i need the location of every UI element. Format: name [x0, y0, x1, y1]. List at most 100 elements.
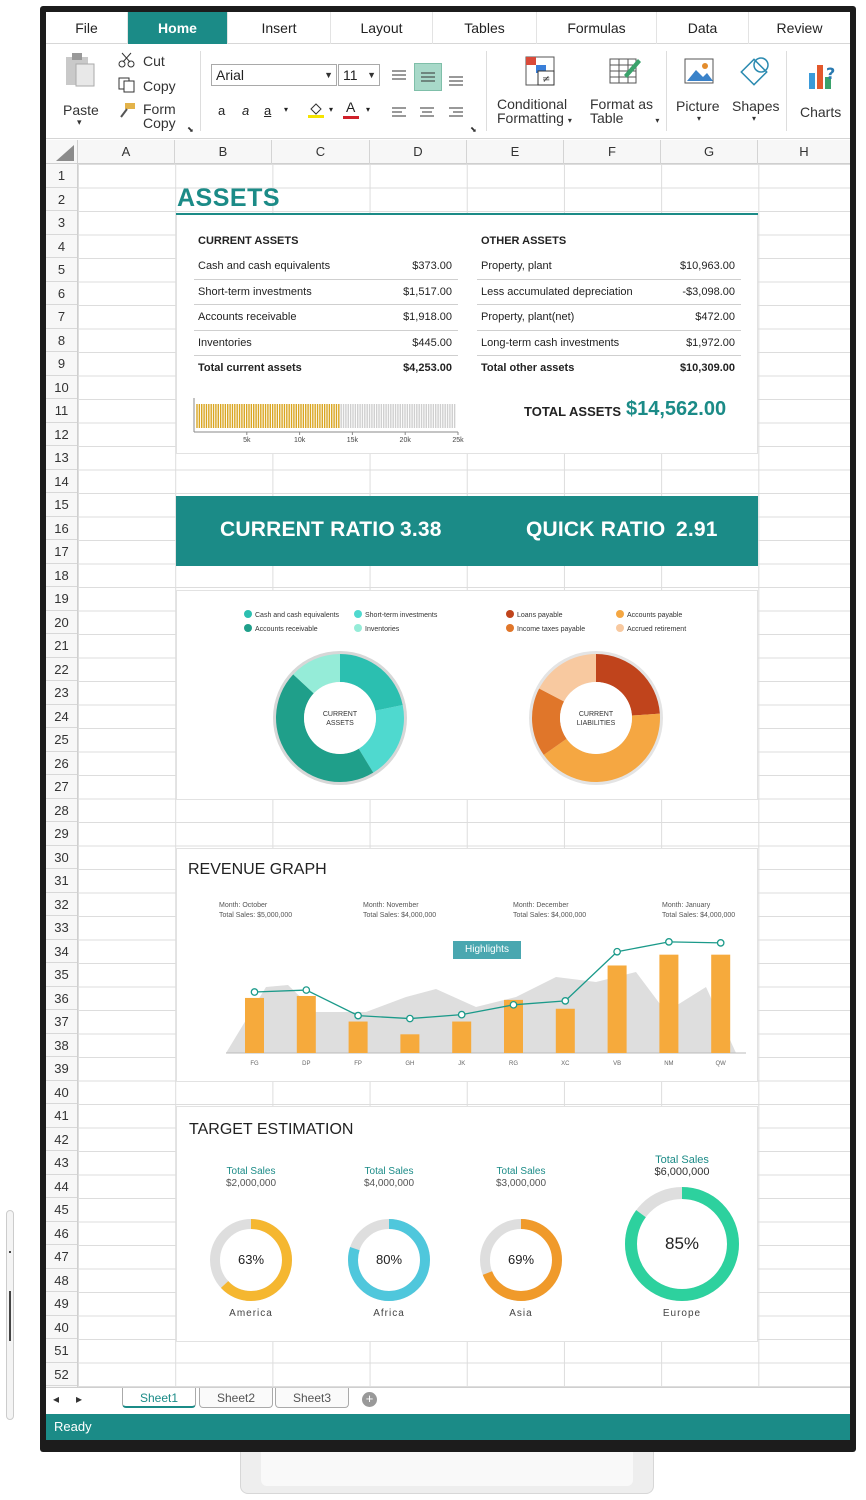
row-header[interactable]: 5 [46, 258, 77, 282]
align-left-icon[interactable] [391, 106, 407, 118]
tab-layout[interactable]: Layout [331, 12, 433, 44]
other-assets-total-row[interactable]: Total other assets $10,309.00 [477, 356, 741, 382]
row-header[interactable]: 13 [46, 446, 77, 470]
align-middle-button[interactable] [414, 63, 442, 91]
column-header-g[interactable]: G [661, 140, 758, 164]
row-header[interactable]: 8 [46, 329, 77, 352]
row-header[interactable]: 22 [46, 658, 77, 681]
column-header-a[interactable]: A [78, 140, 175, 164]
format-as-table-button[interactable]: Format as Table ▾ [590, 97, 659, 128]
select-all-corner[interactable] [46, 140, 78, 164]
row-header[interactable]: 14 [46, 470, 77, 493]
row-header[interactable]: 46 [46, 1222, 77, 1245]
row-header[interactable]: 48 [46, 1269, 77, 1292]
prev-sheet-icon[interactable]: ◂ [53, 1392, 60, 1406]
row-header[interactable]: 30 [46, 846, 77, 869]
row-header[interactable]: 49 [46, 1292, 77, 1316]
tab-file[interactable]: File [46, 12, 128, 44]
shapes-button[interactable]: Shapes [732, 98, 780, 114]
row-header[interactable]: 32 [46, 893, 77, 916]
row-header[interactable]: 34 [46, 940, 77, 963]
paste-dropdown-icon[interactable]: ▾ [77, 117, 82, 127]
sheet-tab-1[interactable]: Sheet1 [122, 1388, 196, 1408]
column-header-d[interactable]: D [370, 140, 467, 164]
align-right-icon[interactable] [448, 106, 464, 118]
row-header[interactable]: 37 [46, 1010, 77, 1034]
column-header-e[interactable]: E [467, 140, 564, 164]
cut-button[interactable]: Cut [143, 53, 165, 69]
row-header[interactable]: 36 [46, 987, 77, 1010]
font-size-select[interactable]: 11 ▼ [338, 64, 380, 86]
row-header[interactable]: 9 [46, 352, 77, 376]
current-assets-total-row[interactable]: Total current assets $4,253.00 [194, 356, 458, 382]
column-header-c[interactable]: C [272, 140, 370, 164]
italic-button[interactable]: a [242, 103, 250, 118]
current-asset-row[interactable]: Inventories $445.00 [194, 331, 458, 357]
row-header[interactable]: 21 [46, 634, 77, 658]
row-header[interactable]: 43 [46, 1151, 77, 1175]
chevron-down-icon[interactable]: ▾ [697, 114, 702, 123]
row-header[interactable]: 19 [46, 587, 77, 611]
font-name-select[interactable]: Arial ▼ [211, 64, 337, 86]
row-header[interactable]: 16 [46, 517, 77, 540]
row-header[interactable]: 11 [46, 399, 77, 423]
copy-button[interactable]: Copy [143, 78, 176, 94]
row-header[interactable]: 1 [46, 164, 77, 188]
align-bottom-icon[interactable] [448, 75, 464, 87]
row-header[interactable]: 28 [46, 799, 77, 822]
underline-button[interactable]: a [264, 103, 272, 118]
align-center-icon[interactable] [419, 106, 435, 118]
row-header[interactable]: 47 [46, 1245, 77, 1269]
chevron-down-icon[interactable]: ▾ [752, 114, 757, 123]
row-header[interactable]: 10 [46, 376, 77, 399]
format-copy-button[interactable]: Form Copy [143, 102, 176, 130]
row-header[interactable]: 23 [46, 681, 77, 705]
current-asset-row[interactable]: Cash and cash equivalents $373.00 [194, 254, 458, 280]
column-header-b[interactable]: B [175, 140, 272, 164]
column-header-h[interactable]: H [799, 144, 809, 159]
add-sheet-icon[interactable]: + [362, 1392, 377, 1407]
column-header-f[interactable]: F [564, 140, 661, 164]
other-asset-row[interactable]: Property, plant $10,963.00 [477, 254, 741, 280]
row-header[interactable]: 26 [46, 752, 77, 775]
sheet-tab-2[interactable]: Sheet2 [199, 1388, 273, 1408]
row-header[interactable]: 17 [46, 540, 77, 564]
row-header[interactable]: 18 [46, 564, 77, 587]
row-header[interactable]: 29 [46, 822, 77, 846]
row-header[interactable]: 51 [46, 1339, 77, 1363]
other-asset-row[interactable]: Less accumulated depreciation -$3,098.00 [477, 280, 741, 306]
current-asset-row[interactable]: Short-term investments $1,517.00 [194, 280, 458, 306]
row-header[interactable]: 42 [46, 1128, 77, 1151]
conditional-formatting-button[interactable]: Conditional Formatting ▾ [497, 97, 572, 128]
row-header[interactable]: 7 [46, 305, 77, 329]
font-color-button[interactable]: A [346, 99, 356, 115]
fill-color-dropdown-icon[interactable]: ▾ [329, 105, 334, 114]
fill-color-icon[interactable] [307, 101, 325, 119]
tab-insert[interactable]: Insert [228, 12, 331, 44]
tab-formulas[interactable]: Formulas [537, 12, 657, 44]
row-header[interactable]: 6 [46, 282, 77, 305]
next-sheet-icon[interactable]: ▸ [76, 1392, 83, 1406]
row-header[interactable]: 45 [46, 1198, 77, 1222]
row-header[interactable]: 40 [46, 1316, 77, 1339]
sheet-tab-3[interactable]: Sheet3 [275, 1388, 349, 1408]
highlights-badge[interactable]: Highlights [453, 941, 521, 959]
row-header[interactable]: 39 [46, 1057, 77, 1081]
row-header[interactable]: 33 [46, 916, 77, 940]
row-header[interactable]: 31 [46, 869, 77, 893]
row-header[interactable]: 24 [46, 705, 77, 728]
row-header[interactable]: 38 [46, 1034, 77, 1057]
align-top-icon[interactable] [391, 69, 407, 81]
other-asset-row[interactable]: Long-term cash investments $1,972.00 [477, 331, 741, 357]
row-header[interactable]: 25 [46, 728, 77, 752]
row-header[interactable]: 4 [46, 235, 77, 258]
row-header[interactable]: 3 [46, 211, 77, 235]
clipboard-launcher-icon[interactable]: ⬊ [187, 125, 194, 134]
font-color-dropdown-icon[interactable]: ▾ [366, 105, 371, 114]
tab-review[interactable]: Review [776, 20, 823, 36]
current-asset-row[interactable]: Accounts receivable $1,918.00 [194, 305, 458, 331]
tab-tables[interactable]: Tables [433, 12, 537, 44]
tab-data[interactable]: Data [657, 12, 749, 44]
other-asset-row[interactable]: Property, plant(net) $472.00 [477, 305, 741, 331]
row-header[interactable]: 41 [46, 1104, 77, 1128]
